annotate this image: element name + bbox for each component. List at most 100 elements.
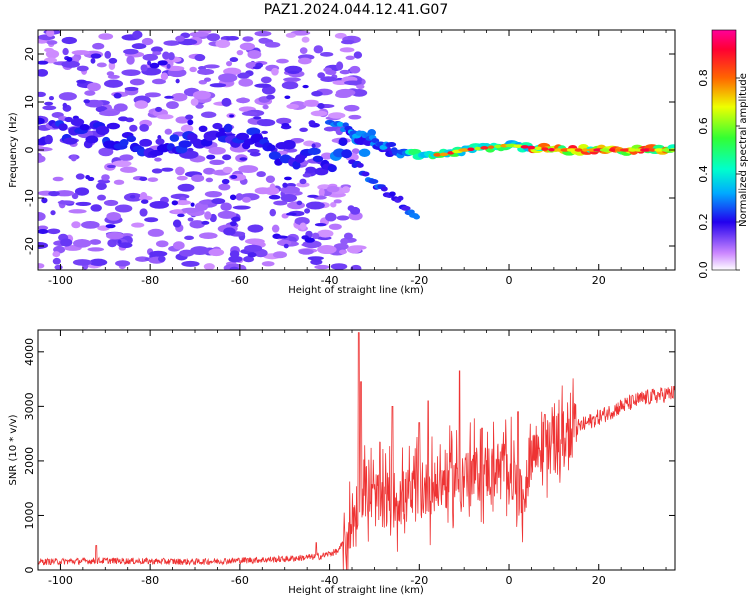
snr-series-line <box>38 332 675 570</box>
spectrogram-cell <box>187 119 194 126</box>
spectrogram-cell <box>117 239 122 245</box>
spectrogram-cell <box>333 199 342 204</box>
spectrogram-cell <box>226 35 239 41</box>
spectrogram-cell <box>223 227 236 236</box>
x-tick-label: -40 <box>321 274 339 287</box>
spectrogram-cell <box>342 186 350 194</box>
spectrogram-cell <box>356 84 365 90</box>
spectrogram-cell <box>166 101 179 109</box>
spectrogram-cell <box>63 137 78 145</box>
spectrogram-cell <box>185 114 194 120</box>
spectrogram-cell <box>648 148 657 152</box>
spectrogram-cell <box>147 177 159 182</box>
spectrogram-cell <box>144 217 159 223</box>
spectrogram-cell <box>241 111 258 116</box>
spectrogram-cell <box>163 40 180 46</box>
snr-panel: -100 -80 -60 -40 -20 0 20 0 1000 2000 3000 4000 Hei… <box>8 329 676 596</box>
snr-ticks: -100 -80 -60 -40 -20 0 20 0 1000 2000 3000 4000 <box>23 330 675 587</box>
spectrogram-cell <box>155 138 165 146</box>
spectrogram-cell <box>335 88 356 97</box>
spectrogram-cell <box>139 138 153 147</box>
spectrogram-cell <box>177 213 185 218</box>
spectrogram-cell <box>334 32 347 39</box>
spectrogram-cell <box>433 153 442 157</box>
spectrogram-cell <box>212 122 223 130</box>
spectrogram-cell <box>200 111 217 118</box>
spectrogram-cell <box>356 162 364 168</box>
spectrogram-cell <box>139 192 148 200</box>
spectrogram-cell <box>61 60 80 68</box>
spectrogram-cell <box>574 148 583 152</box>
spectrogram-cell <box>172 241 185 250</box>
spectrogram-cell <box>134 100 149 109</box>
spectrogram-cell <box>228 255 243 263</box>
spectrogram-cell <box>97 194 106 201</box>
spectrogram-cell <box>118 116 129 122</box>
spectrogram-cell <box>119 139 129 147</box>
spectrogram-cell <box>494 144 502 149</box>
spectrogram-cell <box>38 242 49 249</box>
spectrogram-cell <box>203 64 220 69</box>
y-tick-label: 20 <box>23 47 36 61</box>
spectrogram-cell <box>330 263 348 270</box>
spectrogram-cell <box>654 148 665 152</box>
spectrogram-cell <box>325 70 337 75</box>
spectrogram-cell <box>252 66 262 70</box>
spectrogram-cell <box>62 102 68 108</box>
spectrogram-cell <box>236 97 251 104</box>
spectrogram-cell <box>218 73 238 83</box>
spectrogram-cell <box>105 224 116 229</box>
spectrogram-cell <box>276 235 288 239</box>
spectrogram-cell <box>238 78 254 87</box>
spectrogram-cell <box>154 157 162 162</box>
spectrogram-cell <box>38 225 49 231</box>
x-tick-label: -100 <box>48 274 73 287</box>
spectrogram-cell <box>304 208 311 214</box>
spectrogram-cell <box>44 47 55 53</box>
spectrogram-cell <box>285 32 297 38</box>
spectrogram-cell <box>58 92 77 101</box>
spectrogram-cell <box>103 79 124 88</box>
spectrogram-cell <box>222 154 232 161</box>
spectrogram-cell <box>325 212 337 222</box>
spectrogram-cell <box>340 39 355 45</box>
x-tick-label: -80 <box>141 574 159 587</box>
colorbar-tick-label: 0.8 <box>697 69 710 87</box>
spectrogram-cell <box>247 50 262 59</box>
x-tick-label: -20 <box>410 274 428 287</box>
spectrogram-cell <box>38 229 49 234</box>
spectrogram-cell <box>348 114 362 120</box>
spectrogram-cell <box>229 114 235 118</box>
spectrogram-cell <box>304 237 315 243</box>
spectrogram-cell <box>284 176 292 181</box>
spectrogram-cell <box>101 174 110 181</box>
spectrogram-x-axis-label: Height of straight line (km) <box>288 285 424 296</box>
spectrogram-cell <box>114 204 133 213</box>
spectrogram-cell <box>178 140 192 148</box>
spectrogram-cell <box>343 104 360 112</box>
spectrogram-cell <box>96 62 107 68</box>
spectrogram-cell <box>85 175 91 180</box>
spectrogram-cell <box>89 239 102 245</box>
spectrogram-cell <box>566 148 577 152</box>
spectrogram-cell <box>161 167 174 172</box>
spectrogram-cell <box>346 245 362 254</box>
spectrogram-cell <box>135 256 150 262</box>
spectrogram-cell <box>560 148 570 152</box>
spectrogram-cell <box>413 214 421 220</box>
spectrogram-cell <box>328 112 346 119</box>
spectrogram-cell <box>106 164 116 169</box>
spectrogram-cell <box>294 216 310 226</box>
spectrogram-cell <box>230 174 238 180</box>
spectrogram-cell <box>311 90 323 97</box>
spectrogram-cell <box>72 239 92 248</box>
spectrogram-cell <box>527 145 536 150</box>
spectrogram-cell <box>166 63 171 69</box>
y-tick-label: -10 <box>23 189 36 207</box>
spectrogram-cell <box>256 171 266 178</box>
spectrogram-cell <box>320 76 337 83</box>
spectrogram-cell <box>48 95 54 101</box>
spectrogram-cell <box>44 134 53 145</box>
spectrogram-cell <box>328 223 342 230</box>
spectrogram-cell <box>344 80 362 86</box>
